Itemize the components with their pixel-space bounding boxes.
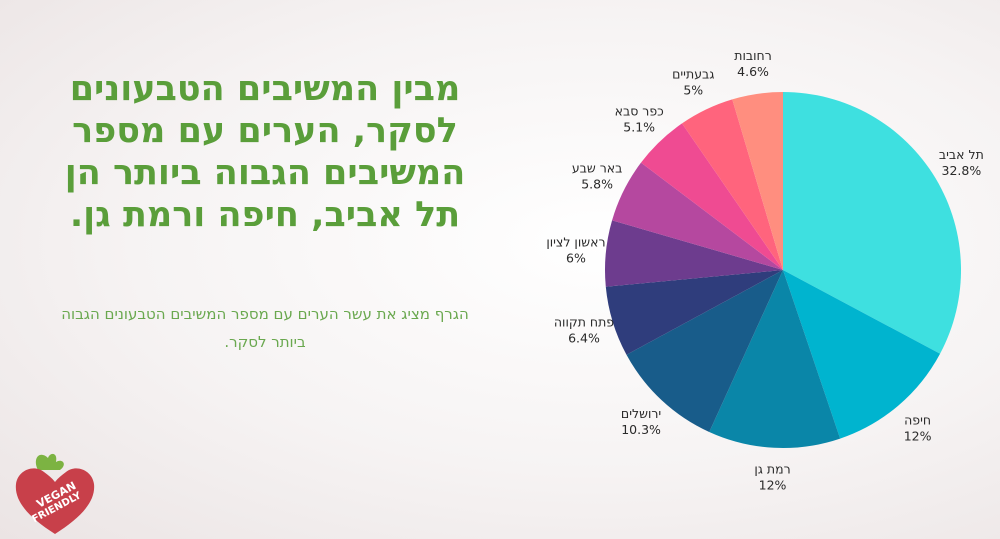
pie-slice <box>732 92 783 270</box>
slice-city-name: גבעתיים <box>672 66 714 81</box>
pie-slice <box>605 220 783 287</box>
pie-slice <box>783 270 941 439</box>
pie-slice <box>709 270 841 448</box>
chart-description: הגרף מציג את עשר הערים עם מספר המשיבים ה… <box>61 305 469 351</box>
slice-city-name: כפר סבא <box>615 104 664 119</box>
slice-city-name: רמת גן <box>754 462 790 477</box>
slice-city-name: רחובות <box>734 48 771 63</box>
slice-label: רמת גן 12% <box>754 462 790 493</box>
pie-slice <box>612 162 783 270</box>
slice-city-name: פתח תקווה <box>554 315 614 330</box>
slice-percentage: 6% <box>566 250 586 265</box>
slice-percentage: 5.8% <box>581 177 613 192</box>
slice-label: גבעתיים 5% <box>672 66 714 97</box>
pie-slice <box>682 99 783 271</box>
slice-city-name: ראשון לציון <box>546 234 605 249</box>
pie-slice <box>626 270 783 432</box>
slice-label: ראשון לציון 6% <box>546 234 605 265</box>
pie-slice <box>640 123 783 270</box>
slice-label: חיפה 12% <box>904 413 932 444</box>
slice-percentage: 5% <box>683 82 703 97</box>
pie-slice <box>605 270 783 355</box>
slice-city-name: תל אביב <box>939 147 984 162</box>
slice-percentage: 10.3% <box>621 422 661 437</box>
slice-label: פתח תקווה 6.4% <box>554 315 614 346</box>
slice-label: תל אביב 32.8% <box>939 147 984 178</box>
slice-label: רחובות 4.6% <box>734 48 771 79</box>
slice-percentage: 4.6% <box>737 64 769 79</box>
slice-city-name: חיפה <box>904 413 931 428</box>
slice-percentage: 5.1% <box>623 120 655 135</box>
slice-label: ירושלים 10.3% <box>621 406 661 437</box>
slice-city-name: ירושלים <box>621 406 661 421</box>
slice-percentage: 12% <box>904 429 932 444</box>
headline: מבין המשיבים הטבעונים לסקר, הערים עם מספ… <box>64 69 466 235</box>
heart-leaf-icon <box>15 453 95 534</box>
slice-label: כפר סבא 5.1% <box>615 104 664 135</box>
slice-percentage: 12% <box>759 478 787 493</box>
slice-percentage: 32.8% <box>942 163 982 178</box>
vegan-friendly-logo: VEGAN FRIENDLY <box>15 453 95 534</box>
pie-slice <box>783 92 962 354</box>
slice-label: באר שבע 5.8% <box>572 161 623 192</box>
slice-city-name: באר שבע <box>572 161 623 176</box>
slice-percentage: 6.4% <box>568 331 600 346</box>
